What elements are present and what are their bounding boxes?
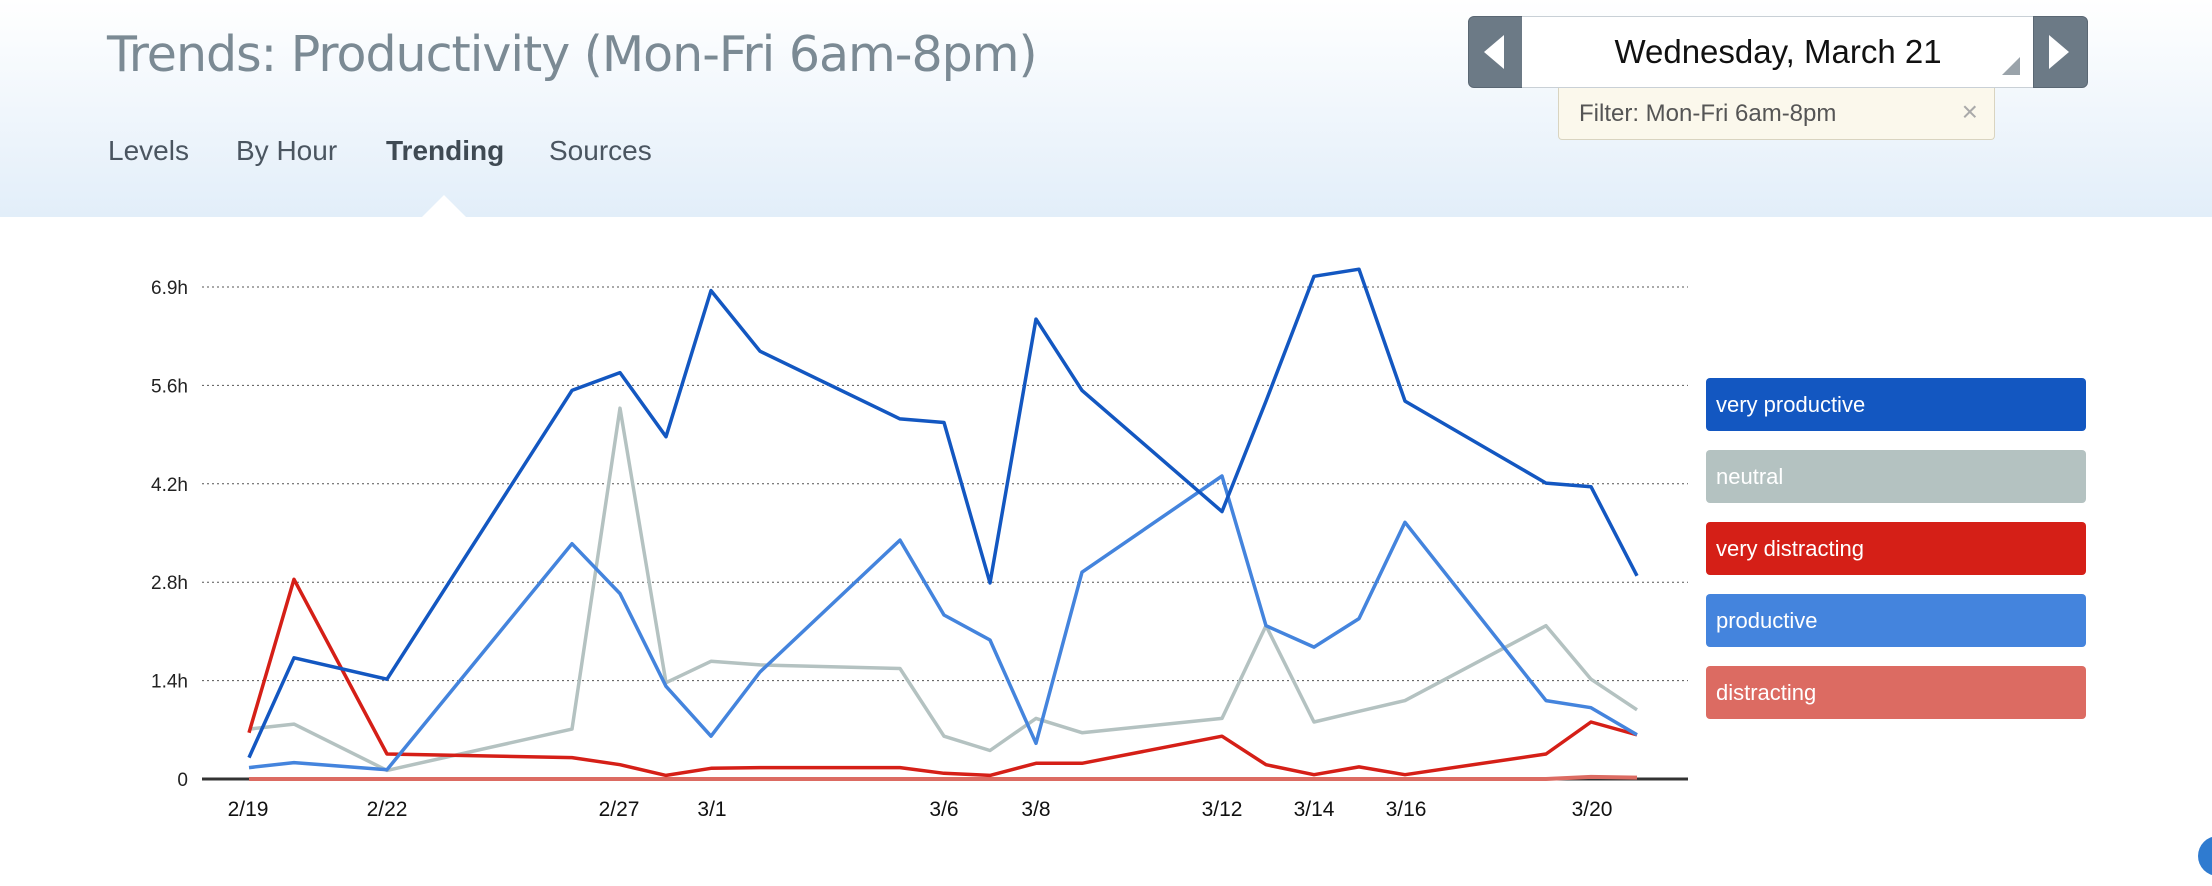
y-tick-label: 4.2h xyxy=(151,475,188,496)
legend-productive[interactable]: productive xyxy=(1706,594,2086,647)
x-tick-label: 3/14 xyxy=(1294,798,1335,821)
x-tick-label: 3/8 xyxy=(1021,798,1050,821)
tab-trending[interactable]: Trending xyxy=(386,135,505,166)
series-line-productive xyxy=(248,474,1638,772)
x-tick-label: 2/22 xyxy=(367,798,408,821)
series-line-distracting xyxy=(249,774,1638,781)
date-picker: Wednesday, March 21 xyxy=(1468,16,2088,88)
x-tick-label: 2/19 xyxy=(228,798,269,821)
y-tick-label: 0 xyxy=(177,770,188,791)
series-line-very-distracting xyxy=(247,577,1638,778)
x-tick-label: 3/20 xyxy=(1572,798,1613,821)
next-day-button[interactable] xyxy=(2033,16,2088,88)
series-line-neutral xyxy=(248,406,1638,773)
filter-label: Filter: Mon-Fri 6am-8pm xyxy=(1579,100,1837,127)
selected-date: Wednesday, March 21 xyxy=(1614,33,1942,70)
dropdown-corner-icon xyxy=(2002,57,2020,75)
close-icon[interactable]: × xyxy=(1961,96,1978,127)
legend-neutral[interactable]: neutral xyxy=(1706,450,2086,503)
active-tab-indicator xyxy=(420,195,468,219)
help-bubble[interactable] xyxy=(2198,836,2212,876)
y-tick-label: 1.4h xyxy=(151,672,188,693)
legend-very-productive[interactable]: very productive xyxy=(1706,378,2086,431)
series-line-very-productive xyxy=(247,267,1639,759)
legend-very-distracting[interactable]: very distracting xyxy=(1706,522,2086,575)
x-tick-label: 3/1 xyxy=(697,798,726,821)
filter-badge: Filter: Mon-Fri 6am-8pm × xyxy=(1558,88,1995,140)
x-tick-label: 3/12 xyxy=(1202,798,1243,821)
x-tick-label: 3/16 xyxy=(1386,798,1427,821)
y-tick-label: 6.9h xyxy=(151,278,188,299)
date-dropdown[interactable]: Wednesday, March 21 xyxy=(1522,16,2034,88)
y-tick-label: 5.6h xyxy=(151,376,188,397)
chevron-left-icon xyxy=(1484,35,1504,69)
tab-sources[interactable]: Sources xyxy=(549,135,652,166)
legend-distracting[interactable]: distracting xyxy=(1706,666,2086,719)
chevron-right-icon xyxy=(2049,35,2069,69)
y-tick-label: 2.8h xyxy=(151,573,188,594)
tab-levels[interactable]: Levels xyxy=(108,135,189,166)
page-title: Trends: Productivity (Mon-Fri 6am-8pm) xyxy=(107,26,1038,83)
x-tick-label: 3/6 xyxy=(929,798,958,821)
x-tick-label: 2/27 xyxy=(599,798,640,821)
tab-by-hour[interactable]: By Hour xyxy=(236,135,338,166)
